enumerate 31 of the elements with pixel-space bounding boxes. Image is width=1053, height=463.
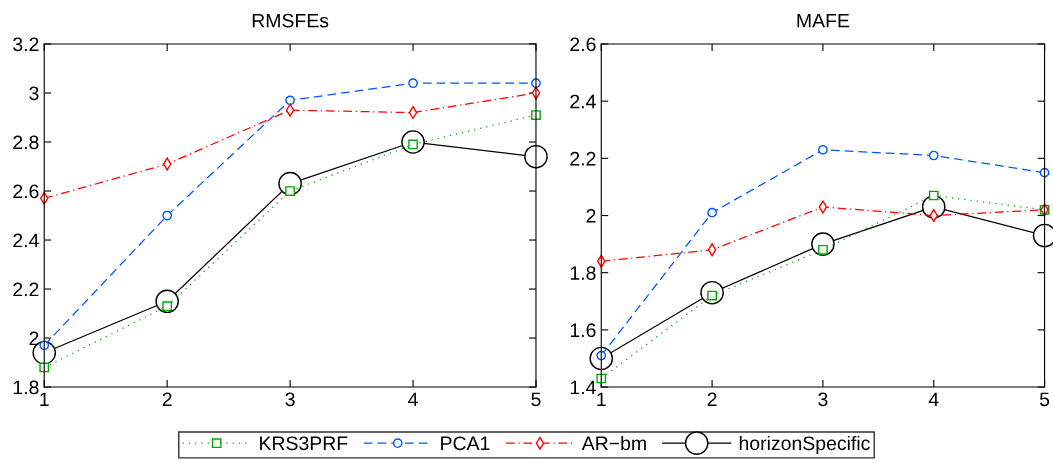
y-tick-label: 1.8 (13, 380, 39, 395)
y-tick-label: 2.4 (13, 233, 39, 248)
x-tick-label: 3 (818, 392, 828, 407)
y-tick-label: 2.6 (570, 37, 596, 52)
legend-label: AR−bm (581, 435, 646, 451)
y-tick-label: 2 (29, 331, 39, 346)
y-tick-label: 2 (586, 208, 596, 223)
y-tick-label: 1.4 (570, 380, 596, 395)
y-tick-label: 1.8 (570, 266, 596, 280)
x-tick-label: 4 (928, 392, 939, 407)
y-tick-label: 2.2 (570, 151, 596, 166)
x-tick-label: 1 (40, 392, 49, 407)
x-tick-label: 2 (162, 392, 172, 407)
x-tick-label: 1 (597, 392, 606, 407)
legend-label: PCA1 (441, 436, 490, 451)
x-tick-label: 5 (531, 392, 541, 407)
y-tick-label: 3 (29, 86, 39, 101)
y-tick-label: 2.2 (13, 282, 39, 297)
chart-title: RMSFEs (252, 13, 329, 28)
x-tick-label: 5 (1039, 392, 1050, 407)
x-tick-label: 3 (285, 392, 295, 407)
y-tick-label: 2.4 (570, 94, 596, 109)
y-tick-label: 2.8 (13, 135, 39, 150)
chart-title: MAFE (797, 13, 850, 28)
x-tick-label: 4 (408, 392, 418, 407)
legend-label: horizonSpecific (739, 435, 870, 455)
y-tick-label: 2.6 (13, 184, 39, 199)
y-tick-label: 1.6 (570, 323, 596, 338)
legend-label: KRS3PRF (260, 436, 348, 451)
x-tick-label: 2 (707, 392, 717, 407)
y-tick-label: 3.2 (13, 37, 39, 52)
